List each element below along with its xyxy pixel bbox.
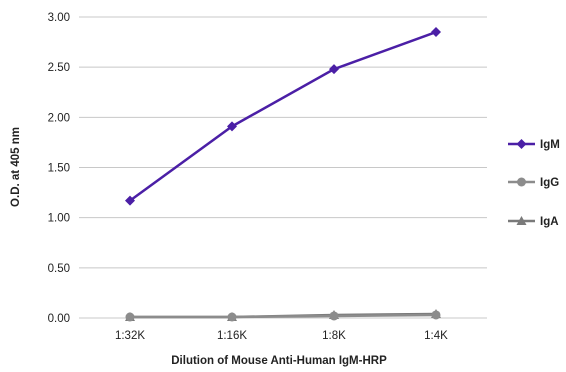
- gridlines: [79, 16, 487, 319]
- y-tick-label: 2.00: [48, 112, 70, 124]
- x-tick-label: 1:16K: [217, 330, 247, 342]
- x-tick-label: 1:8K: [322, 330, 346, 342]
- legend-item-iga: IgA: [508, 216, 559, 228]
- y-tick-label: 2.50: [48, 62, 70, 74]
- data-point-igg: [329, 311, 339, 321]
- series-line-igm: [129, 30, 437, 202]
- series-igg: [125, 310, 441, 322]
- y-axis-title: O.D. at 405 nm: [10, 127, 22, 207]
- data-point-igg: [227, 312, 237, 322]
- legend-label-igm: IgM: [540, 139, 560, 151]
- y-tick-label: 0.00: [48, 313, 70, 325]
- legend-label-iga: IgA: [540, 216, 559, 228]
- y-tick-label: 0.50: [48, 263, 70, 275]
- legend-marker-igg: [517, 177, 526, 187]
- legend-marker-igm: [516, 139, 527, 149]
- x-tick-label: 1:32K: [115, 330, 145, 342]
- y-axis-ticks: 0.00 0.50 1.00 1.50 2.00 2.50 3.00: [48, 12, 70, 325]
- data-point-igg: [125, 312, 135, 322]
- data-point-igm: [227, 121, 237, 132]
- legend-item-igg: IgG: [508, 177, 559, 189]
- data-point-igm: [431, 27, 441, 38]
- legend-item-igm: IgM: [508, 139, 560, 151]
- series-igm: [125, 27, 441, 206]
- series-lines: [125, 27, 441, 322]
- data-point-igm: [125, 195, 135, 206]
- x-axis-ticks: 1:32K 1:16K 1:8K 1:4K: [115, 330, 448, 342]
- legend-label-igg: IgG: [540, 177, 559, 189]
- y-tick-label: 3.00: [48, 12, 70, 24]
- x-tick-label: 1:4K: [424, 330, 448, 342]
- data-point-igg: [431, 310, 441, 320]
- x-axis-title: Dilution of Mouse Anti-Human IgM-HRP: [171, 355, 387, 367]
- series-line-igg: [130, 313, 437, 319]
- legend-marker-iga: [516, 216, 527, 225]
- y-tick-label: 1.00: [48, 213, 70, 225]
- y-tick-label: 1.50: [48, 163, 70, 175]
- data-point-igm: [329, 64, 339, 75]
- legend: IgM IgG IgA: [508, 139, 560, 228]
